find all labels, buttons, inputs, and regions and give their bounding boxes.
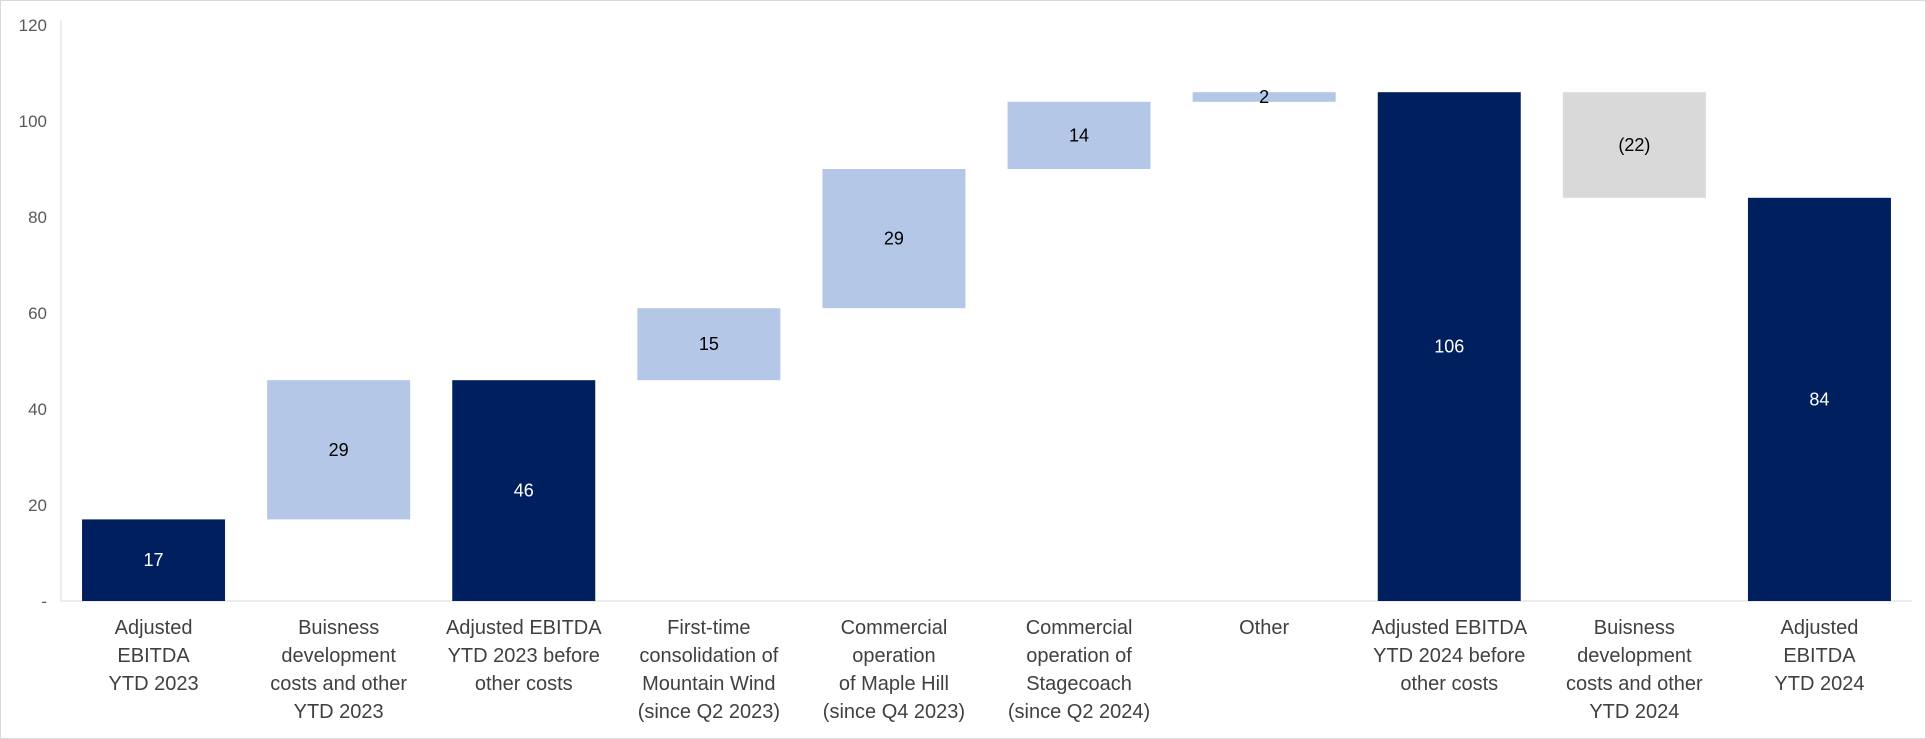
data-label: 106 <box>1434 337 1464 357</box>
bar-total <box>82 519 226 601</box>
data-label: 84 <box>1809 389 1829 409</box>
data-label: 46 <box>514 481 534 501</box>
y-tick-label: 40 <box>28 400 47 419</box>
x-tick-label: Adjusted EBITDA YTD 2024 <box>1774 617 1865 695</box>
data-label: 15 <box>699 334 719 354</box>
x-tick-label: Adjusted EBITDA YTD 2023 <box>108 617 199 695</box>
bar-total <box>1377 92 1521 601</box>
bar-increase <box>267 380 411 520</box>
x-tick-label: Commercial operation of Maple Hill (sinc… <box>822 617 966 723</box>
bar-total <box>1747 197 1891 602</box>
data-label: 2 <box>1259 87 1269 107</box>
x-tick-label: Adjusted EBITDA YTD 2024 before other co… <box>1371 617 1528 695</box>
bar-increase <box>637 308 781 381</box>
data-label: 29 <box>329 440 349 460</box>
y-tick-label: 80 <box>28 208 47 227</box>
data-label: 29 <box>884 229 904 249</box>
x-tick-label: Buisness development costs and other YTD… <box>270 617 408 723</box>
bar-decrease <box>1562 92 1706 198</box>
bar-increase <box>822 169 966 309</box>
x-tick-label: Adjusted EBITDA YTD 2023 before other co… <box>445 617 602 695</box>
y-tick-label: 120 <box>19 16 47 35</box>
bar-increase <box>1007 101 1151 169</box>
x-tick-label: Buisness development costs and other YTD… <box>1565 617 1703 723</box>
y-tick-label: 60 <box>28 304 47 323</box>
y-tick-label: 20 <box>28 496 47 515</box>
data-label: 17 <box>144 550 164 570</box>
bar-increase <box>1192 92 1336 102</box>
data-label: (22) <box>1618 135 1650 155</box>
x-tick-label: Other <box>1239 617 1290 639</box>
x-tick-label: First-time consolidation of Mountain Win… <box>637 617 780 723</box>
data-label: 14 <box>1069 125 1089 145</box>
y-tick-label: - <box>41 592 47 611</box>
y-tick-label: 100 <box>19 112 47 131</box>
x-tick-label: Commercial operation of Stagecoach (sinc… <box>1007 617 1151 723</box>
bar-total <box>452 380 596 601</box>
